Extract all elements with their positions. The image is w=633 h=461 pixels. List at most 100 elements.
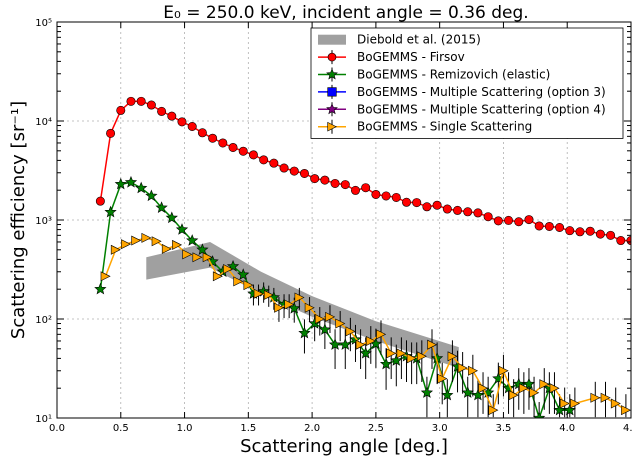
- data-point-triangle: [100, 271, 111, 282]
- data-point-triangle: [417, 351, 427, 362]
- data-point-star: [165, 211, 178, 224]
- data-point-star: [502, 381, 515, 394]
- legend-swatch-band: [318, 34, 346, 45]
- data-point-triangle: [355, 339, 366, 350]
- data-point-triangle: [212, 271, 223, 282]
- data-point-circle: [106, 128, 116, 138]
- data-point-circle: [616, 236, 626, 246]
- data-point-circle: [442, 204, 452, 214]
- data-point-triangle: [457, 363, 468, 373]
- series-layer: [94, 96, 631, 418]
- data-point-circle: [187, 121, 197, 131]
- data-point-triangle: [314, 314, 325, 324]
- data-point-circle: [95, 196, 105, 206]
- data-point-circle: [320, 175, 330, 185]
- data-point-circle: [218, 138, 228, 148]
- x-tick-label: 1.5: [240, 423, 256, 434]
- data-point-circle: [299, 168, 309, 178]
- data-point-triangle: [335, 318, 346, 329]
- y-tick-label: 10⁴: [35, 117, 52, 128]
- data-point-circle: [157, 106, 167, 116]
- data-point-triangle: [406, 353, 417, 364]
- data-point-circle: [595, 229, 605, 239]
- data-point-star: [522, 377, 536, 390]
- data-point-triangle: [172, 239, 183, 250]
- data-point-triangle: [274, 302, 285, 313]
- data-point-circle: [146, 100, 156, 110]
- data-point-triangle: [243, 280, 254, 291]
- data-point-star: [471, 388, 485, 401]
- data-point-circle: [575, 227, 585, 237]
- data-point-circle: [208, 133, 218, 143]
- data-point-triangle: [182, 249, 193, 260]
- data-point-circle: [340, 180, 350, 190]
- data-point-triangle: [590, 392, 601, 403]
- data-point-triangle: [376, 329, 387, 340]
- data-point-circle: [136, 96, 146, 106]
- data-point-circle: [504, 215, 514, 225]
- legend-label: BoGEMMS - Multiple Scattering (option 3): [357, 85, 606, 99]
- data-point-triangle: [427, 339, 438, 350]
- data-point-triangle: [621, 405, 631, 416]
- data-point-star: [326, 68, 338, 80]
- x-tick-label: 2.5: [368, 423, 384, 434]
- series-0: [95, 96, 631, 246]
- legend-label: BoGEMMS - Single Scattering: [357, 120, 532, 134]
- data-point-circle: [279, 163, 289, 173]
- data-point-triangle: [549, 383, 560, 394]
- x-axis-label: Scattering angle [deg.]: [240, 436, 448, 457]
- x-tick-label: 3.0: [432, 423, 448, 434]
- data-point-circle: [422, 202, 432, 212]
- data-point-triangle: [519, 383, 530, 394]
- data-point-triangle: [437, 373, 448, 384]
- data-point-triangle: [386, 348, 397, 359]
- data-point-star: [328, 338, 342, 350]
- data-point-star: [104, 205, 117, 218]
- data-point-triangle: [325, 311, 336, 322]
- data-point-circle: [493, 216, 503, 226]
- data-point-triangle: [559, 398, 570, 409]
- data-point-triangle: [284, 299, 295, 310]
- data-point-circle: [483, 212, 493, 222]
- x-tick-label: 4.5: [623, 423, 633, 434]
- data-point-triangle: [529, 387, 540, 398]
- data-point-circle: [310, 174, 320, 184]
- chart-title: E₀ = 250.0 keV, incident angle = 0.36 de…: [163, 3, 528, 23]
- legend: Diebold et al. (2015) BoGEMMS - Firsov BoG…: [310, 27, 624, 139]
- x-tick-label: 4.0: [559, 423, 575, 434]
- data-point-star: [94, 282, 107, 295]
- y-tick-label: 10³: [35, 216, 52, 227]
- x-tick-label: 2.0: [304, 423, 320, 434]
- data-point-triangle: [304, 302, 315, 313]
- data-point-star: [145, 189, 158, 202]
- data-point-circle: [402, 197, 412, 207]
- data-point-star: [339, 338, 352, 350]
- data-point-circle: [381, 191, 391, 201]
- data-point-star: [390, 354, 403, 366]
- data-point-circle: [606, 230, 616, 240]
- series-4: [100, 232, 631, 418]
- data-point-circle: [116, 105, 126, 115]
- data-point-triangle: [192, 252, 203, 263]
- data-point-star: [318, 323, 331, 335]
- data-point-star: [359, 346, 372, 359]
- data-point-circle: [228, 142, 238, 152]
- data-point-star: [326, 103, 338, 115]
- data-point-circle: [361, 183, 371, 193]
- data-point-triangle: [121, 239, 132, 250]
- legend-label: BoGEMMS - Firsov: [357, 50, 465, 64]
- data-point-circle: [565, 226, 575, 236]
- data-point-circle: [177, 117, 187, 127]
- data-point-circle: [626, 236, 631, 246]
- data-point-circle: [238, 146, 248, 156]
- data-point-triangle: [294, 292, 305, 303]
- data-point-star: [155, 201, 168, 213]
- y-tick-label: 10⁵: [35, 18, 52, 29]
- data-point-star: [135, 181, 148, 194]
- data-point-circle: [259, 155, 269, 165]
- data-point-square: [327, 87, 337, 97]
- data-point-circle: [391, 192, 401, 202]
- data-point-triangle: [202, 252, 213, 263]
- data-point-circle: [167, 111, 177, 121]
